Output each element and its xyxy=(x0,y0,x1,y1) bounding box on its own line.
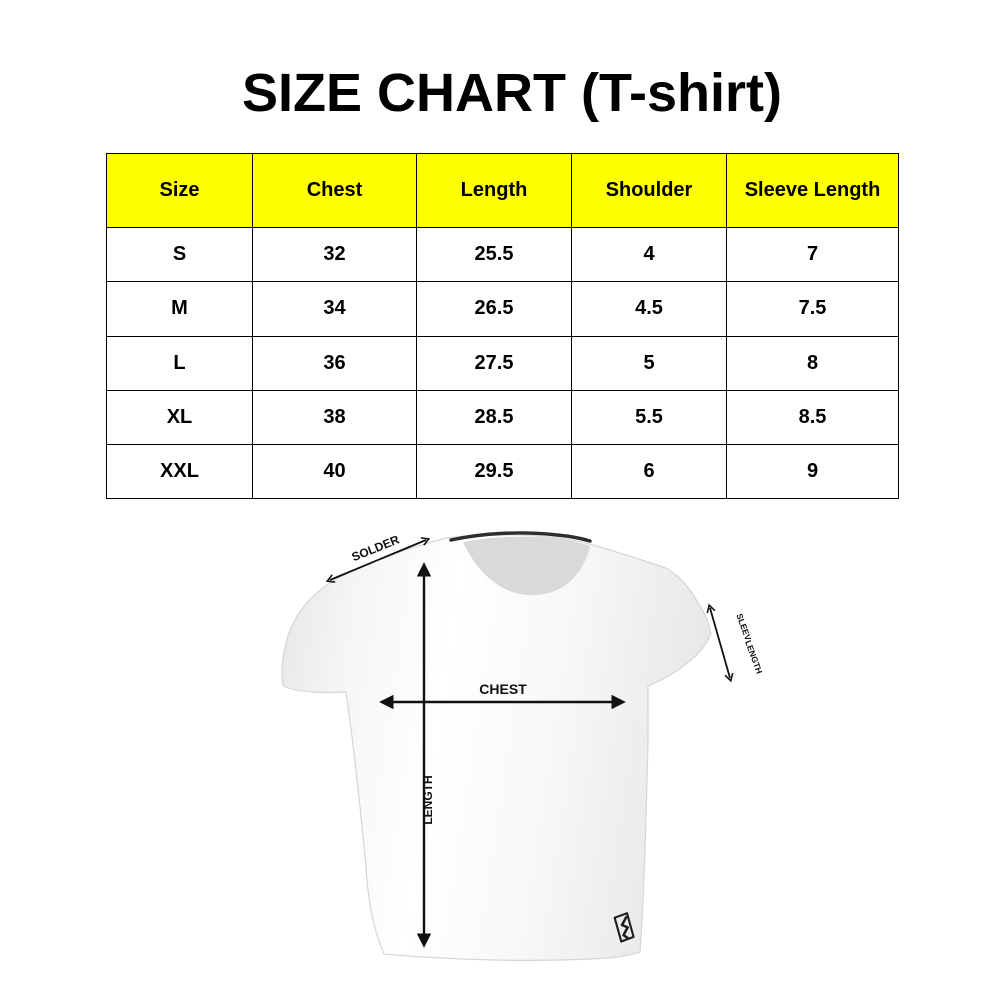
svg-text:CHEST: CHEST xyxy=(479,681,527,697)
svg-text:LENGTH: LENGTH xyxy=(743,639,764,675)
svg-text:LENGTH: LENGTH xyxy=(421,775,435,824)
svg-text:SLEEV: SLEEV xyxy=(734,612,753,642)
